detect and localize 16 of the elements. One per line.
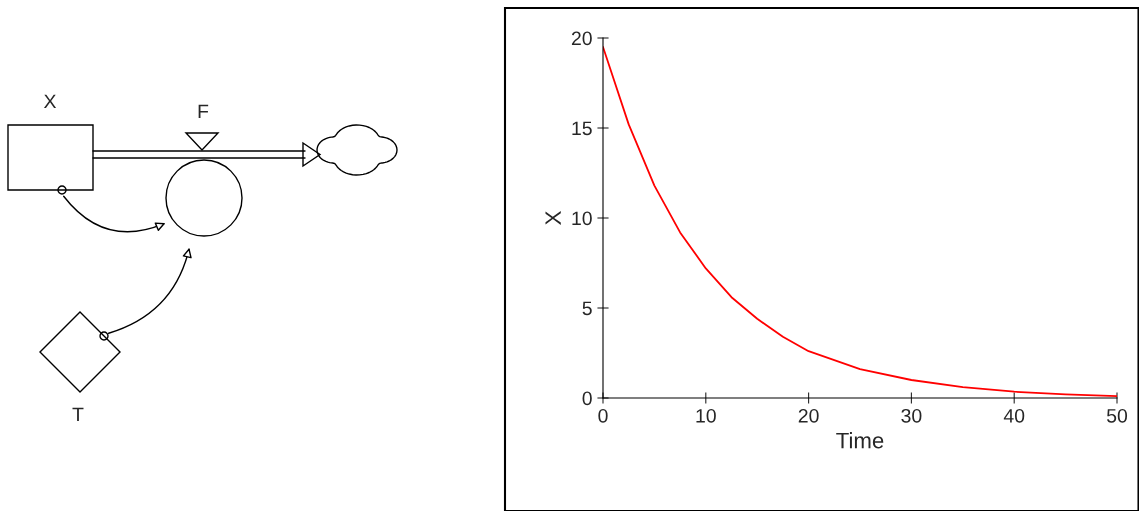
y-tick-label: 20 — [571, 31, 592, 46]
y-tick-label: 10 — [572, 211, 592, 226]
text: X — [43, 94, 57, 109]
x-tick-label: 10 — [696, 408, 716, 423]
y-tick-label: 15 — [572, 121, 592, 136]
x-tick-label: 50 — [1106, 408, 1128, 423]
y-tick-label: 0 — [582, 391, 592, 406]
x-tick-label: 20 — [798, 408, 819, 423]
y-axis-title: X — [545, 211, 561, 225]
x-tick-label: 30 — [901, 408, 922, 423]
x-tick-label: 40 — [1003, 408, 1025, 423]
x-axis-title: Time — [836, 432, 884, 449]
text: T — [72, 407, 84, 422]
text: F — [198, 104, 209, 119]
y-tick-label: 5 — [582, 301, 592, 316]
x-tick-label: 0 — [598, 408, 608, 423]
